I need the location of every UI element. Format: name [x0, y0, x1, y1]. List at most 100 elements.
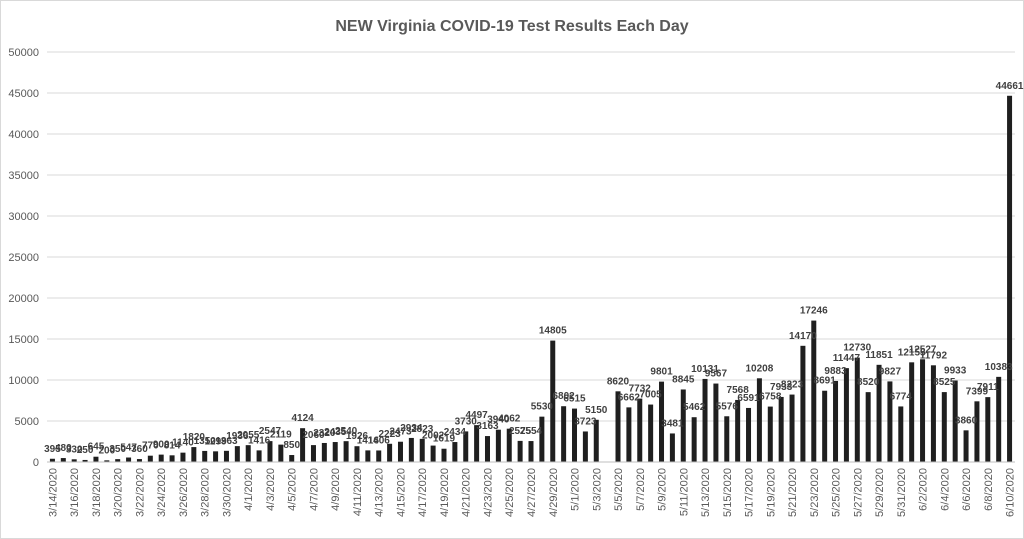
bar — [561, 406, 567, 462]
data-label: 330 — [66, 444, 83, 455]
bar — [920, 359, 926, 462]
bar — [680, 389, 686, 462]
data-label: 2119 — [270, 430, 292, 441]
bar — [213, 451, 219, 462]
x-tick-label: 6/8/2020 — [983, 468, 995, 511]
y-tick-label: 35000 — [8, 170, 39, 182]
bar — [289, 455, 295, 462]
data-label: 9827 — [879, 366, 902, 377]
bar — [278, 444, 284, 462]
bar — [898, 406, 904, 462]
bar — [843, 368, 849, 462]
bar — [169, 455, 175, 462]
data-label: 2434 — [444, 427, 467, 438]
x-tick-label: 4/19/2020 — [439, 468, 451, 517]
data-label: 1140 — [172, 438, 194, 449]
data-label: 395 — [44, 444, 61, 455]
x-tick-label: 5/3/2020 — [591, 468, 603, 511]
data-label: 7005 — [640, 390, 663, 401]
data-label: 14805 — [539, 326, 567, 337]
data-label: 3860 — [955, 415, 978, 426]
data-label: 3940 — [487, 415, 510, 426]
data-labels: 3954803302506452003505473607709008141140… — [44, 81, 1024, 457]
x-tick-label: 4/15/2020 — [395, 468, 407, 517]
y-tick-label: 30000 — [8, 211, 39, 223]
bar — [332, 442, 338, 462]
bar — [495, 429, 501, 462]
data-label: 2002 — [422, 431, 445, 442]
data-label: 12155 — [898, 347, 926, 358]
bar — [778, 396, 784, 462]
bar — [147, 455, 153, 462]
bar — [267, 441, 273, 462]
data-label: 200 — [98, 445, 115, 456]
data-label: 6774 — [890, 391, 913, 402]
data-label: 7732 — [629, 384, 652, 395]
bar — [310, 445, 316, 462]
data-label: 11447 — [833, 353, 861, 364]
data-label: 3163 — [476, 421, 499, 432]
data-label: 9933 — [944, 366, 967, 377]
x-tick-label: 6/2/2020 — [918, 468, 930, 511]
data-label: 8845 — [672, 374, 695, 385]
data-label: 2934 — [400, 423, 423, 434]
bar — [441, 448, 447, 462]
x-tick-label: 4/29/2020 — [548, 468, 560, 517]
bar — [365, 450, 371, 462]
x-tick-label: 5/21/2020 — [787, 468, 799, 517]
bar — [854, 357, 860, 462]
x-tick-label: 5/11/2020 — [678, 468, 690, 516]
data-label: 360 — [131, 444, 148, 455]
data-label: 1299 — [204, 436, 227, 447]
bar — [245, 445, 251, 462]
data-label: 1936 — [226, 431, 249, 442]
data-label: 547 — [120, 443, 137, 454]
bar — [474, 425, 480, 462]
x-tick-label: 4/21/2020 — [461, 468, 473, 517]
data-label: 1416 — [248, 435, 271, 446]
x-tick-label: 4/23/2020 — [482, 468, 494, 517]
bar — [539, 416, 545, 462]
bar — [484, 436, 490, 462]
gridlines — [47, 51, 1015, 422]
data-label: 4497 — [465, 410, 488, 421]
bar — [593, 419, 599, 462]
data-label: 1619 — [433, 434, 456, 445]
bar — [963, 430, 969, 462]
bar — [626, 407, 632, 462]
bar — [376, 450, 382, 462]
data-label: 1406 — [368, 435, 391, 446]
y-tick-label: 10000 — [8, 375, 39, 387]
data-label: 645 — [88, 442, 105, 453]
x-tick-label: 3/30/2020 — [221, 468, 233, 517]
bar — [952, 380, 958, 462]
data-label: 8223 — [781, 380, 804, 391]
x-tick-label: 5/1/2020 — [570, 468, 582, 511]
bar — [582, 431, 588, 462]
bar — [746, 407, 752, 462]
bar — [724, 416, 730, 462]
bar — [82, 459, 88, 462]
bar — [822, 390, 828, 462]
data-label: 6591 — [737, 393, 760, 404]
x-tick-label: 6/10/2020 — [1005, 468, 1017, 517]
x-tick-label: 5/29/2020 — [874, 468, 886, 517]
y-tick-label: 5000 — [15, 416, 39, 428]
data-label: 10208 — [745, 363, 773, 374]
bar — [506, 428, 512, 462]
x-tick-label: 4/5/2020 — [287, 468, 299, 511]
bar — [789, 394, 795, 462]
bar — [300, 428, 306, 462]
bar — [876, 364, 882, 462]
bar — [615, 391, 621, 462]
data-label: 6758 — [759, 392, 782, 403]
x-tick-label: 3/28/2020 — [200, 468, 212, 517]
y-tick-label: 50000 — [8, 47, 39, 59]
data-label: 6662 — [618, 392, 641, 403]
data-label: 12527 — [909, 344, 937, 355]
data-label: 2540 — [335, 426, 358, 437]
data-label: 8620 — [607, 376, 630, 387]
data-label: 3723 — [574, 416, 597, 427]
